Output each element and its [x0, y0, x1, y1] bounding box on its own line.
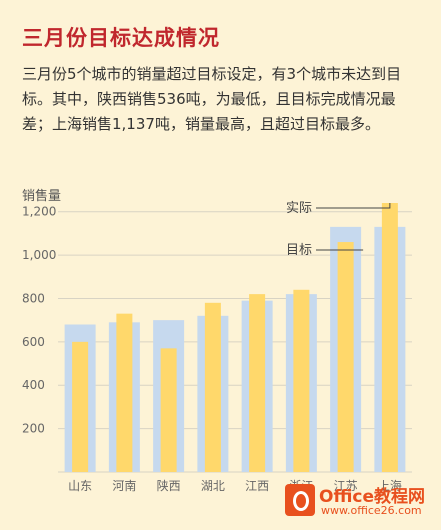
x-tick-label: 河南 — [112, 478, 136, 493]
y-tick-label: 600 — [22, 335, 45, 349]
actual-bar — [381, 203, 398, 472]
actual-bar — [249, 294, 266, 472]
x-tick-label: 江西 — [245, 479, 269, 493]
x-tick-label: 湖北 — [201, 478, 225, 493]
y-tick-label: 1,200 — [22, 205, 56, 219]
office-logo-icon — [285, 484, 315, 516]
watermark-brand: Office教程网 — [319, 487, 426, 507]
actual-bar — [72, 341, 89, 472]
watermark-url: www.office26.com — [321, 504, 422, 517]
x-tick-label: 江苏 — [334, 479, 358, 493]
y-axis-label: 销售量 — [22, 188, 61, 204]
x-tick-label: 山东 — [68, 479, 92, 493]
legend-actual-leader — [316, 203, 391, 209]
actual-bar — [337, 242, 354, 472]
chart-title: 三月份目标达成情况 — [22, 26, 220, 50]
x-tick-label: 上海 — [378, 478, 402, 493]
legend-target-label: 目标 — [286, 243, 312, 258]
actual-bar — [116, 313, 133, 472]
y-tick-label: 400 — [22, 378, 45, 392]
y-tick-label: 800 — [22, 291, 45, 305]
y-tick-label: 200 — [22, 422, 45, 436]
y-tick-label: 1,000 — [22, 248, 56, 262]
actual-bar — [204, 302, 221, 472]
x-tick-label: 陕西 — [157, 478, 181, 493]
chart-description: 三月份5个城市的销量超过目标设定，有3个城市未达到目标。其中，陕西销售536吨，… — [22, 65, 402, 133]
actual-bar — [160, 348, 177, 472]
watermark: Office教程网 www.office26.com — [285, 482, 435, 522]
legend-actual-label: 实际 — [286, 201, 312, 216]
actual-bar — [293, 289, 310, 472]
